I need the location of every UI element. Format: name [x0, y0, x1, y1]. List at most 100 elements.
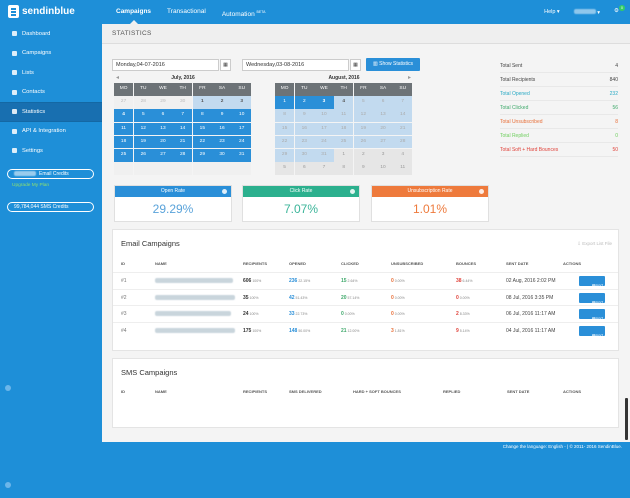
calendar-day[interactable]: 22	[275, 135, 295, 149]
calendar-day[interactable]: 12	[133, 122, 153, 136]
calendar-day[interactable]: 20	[373, 122, 393, 136]
sms-credits-badge[interactable]: 99,784,044 SMS Credits	[7, 201, 94, 212]
help-menu[interactable]: Help ▾	[544, 9, 560, 15]
campaign-name-redacted[interactable]	[155, 327, 235, 333]
calendar-day[interactable]: 7	[314, 162, 334, 175]
calendar-day[interactable]: 18	[334, 122, 354, 136]
collapse-toggle-icon[interactable]	[5, 385, 11, 391]
calendar-day[interactable]: 31	[232, 148, 252, 162]
calendar-day[interactable]: 14	[173, 122, 193, 136]
calendar-day[interactable]	[192, 162, 212, 175]
calendar-day[interactable]: 6	[373, 96, 393, 109]
nav-campaigns[interactable]: Campaigns	[116, 0, 151, 24]
calendar-day[interactable]: 23	[212, 135, 232, 149]
calendar-day[interactable]: 6	[153, 109, 173, 123]
nav-automation[interactable]: Automation BETA	[222, 0, 266, 24]
calendar-day[interactable]: 24	[314, 135, 334, 149]
calendar-day[interactable]: 30	[294, 148, 314, 162]
calendar-day[interactable]: 11	[334, 109, 354, 123]
calendar-day[interactable]: 13	[373, 109, 393, 123]
calendar-day[interactable]: 17	[314, 122, 334, 136]
calendar-day[interactable]: 7	[173, 109, 193, 123]
scrollbar[interactable]	[625, 398, 628, 440]
show-statistics-button[interactable]: ▥ Show Statistics	[366, 58, 420, 71]
calendar-day[interactable]	[114, 162, 134, 175]
calendar-day[interactable]: 28	[173, 148, 193, 162]
calendar-day[interactable]: 30	[173, 96, 193, 109]
calendar-day[interactable]: 21	[173, 135, 193, 149]
calendar-day[interactable]: 20	[153, 135, 173, 149]
info-icon[interactable]	[222, 189, 227, 194]
calendar-day[interactable]: 4	[393, 148, 413, 162]
start-date-input[interactable]: Monday,04-07-2016	[112, 59, 219, 71]
collapse-toggle-icon[interactable]	[5, 482, 11, 488]
calendar-day[interactable]: 9	[212, 109, 232, 123]
brand-logo[interactable]: sendinblue	[8, 5, 75, 18]
calendar-day[interactable]: 11	[114, 122, 134, 136]
calendar-day[interactable]: 19	[353, 122, 373, 136]
nav-transactional[interactable]: Transactional	[167, 8, 206, 15]
calendar-day[interactable]: 2	[353, 148, 373, 162]
calendar-day[interactable]: 11	[393, 162, 413, 175]
prev-month-icon[interactable]: ◂	[116, 75, 120, 81]
calendar-day[interactable]	[173, 162, 193, 175]
sidebar-item-settings[interactable]: Settings	[0, 141, 102, 161]
calendar-day[interactable]: 28	[133, 96, 153, 109]
calendar-day[interactable]: 1	[334, 148, 354, 162]
calendar-day[interactable]: 26	[353, 135, 373, 149]
calendar-day[interactable]	[232, 162, 252, 175]
calendar-day[interactable]: 9	[353, 162, 373, 175]
sidebar-item-api[interactable]: API & Integration	[0, 122, 102, 142]
calendar-day[interactable]: 8	[192, 109, 212, 123]
calendar-day[interactable]: 3	[373, 148, 393, 162]
sidebar-item-campaigns[interactable]: Campaigns	[0, 44, 102, 64]
calendar-day[interactable]: 2	[212, 96, 232, 109]
email-credits-badge[interactable]: Email Credits	[7, 168, 94, 179]
calendar-day[interactable]: 1	[192, 96, 212, 109]
calendar-day[interactable]: 25	[334, 135, 354, 149]
calendar-day[interactable]: 2	[294, 96, 314, 109]
calendar-day[interactable]: 4	[114, 109, 134, 123]
calendar-day[interactable]: 31	[314, 148, 334, 162]
calendar-day[interactable]: 12	[353, 109, 373, 123]
info-icon[interactable]	[479, 189, 484, 194]
calendar-day[interactable]: 8	[275, 109, 295, 123]
sidebar-item-dashboard[interactable]: Dashboard	[0, 24, 102, 44]
calendar-day[interactable]: 29	[153, 96, 173, 109]
calendar-day[interactable]: 15	[275, 122, 295, 136]
calendar-day[interactable]: 19	[133, 135, 153, 149]
calendar-day[interactable]: 18	[114, 135, 134, 149]
calendar-day[interactable]: 21	[393, 122, 413, 136]
calendar-day[interactable]: 6	[294, 162, 314, 175]
calendar-day[interactable]: 3	[314, 96, 334, 109]
calendar-day[interactable]: 14	[393, 109, 413, 123]
next-month-icon[interactable]: ▸	[407, 75, 411, 81]
calendar-day[interactable]: 3	[232, 96, 252, 109]
campaign-name-redacted[interactable]	[155, 278, 233, 283]
calendar-day[interactable]: 9	[294, 109, 314, 123]
info-icon[interactable]	[350, 189, 355, 194]
calendar-day[interactable]: 29	[192, 148, 212, 162]
calendar-day[interactable]: 26	[133, 148, 153, 162]
calendar-day[interactable]: 23	[294, 135, 314, 149]
calendar-day[interactable]: 5	[133, 109, 153, 123]
notifications-icon[interactable]: ⚙ 0	[614, 5, 625, 16]
calendar-day[interactable]: 1	[275, 96, 295, 109]
upgrade-plan-link[interactable]: Upgrade My Plan	[12, 182, 50, 188]
calendar-icon[interactable]: ▦	[220, 59, 231, 71]
account-menu[interactable]: ▾	[573, 8, 600, 16]
calendar-day[interactable]: 13	[153, 122, 173, 136]
calendar-day[interactable]: 28	[393, 135, 413, 149]
calendar-day[interactable]: 27	[114, 96, 134, 109]
calendar-day[interactable]: 10	[232, 109, 252, 123]
campaign-name-redacted[interactable]	[155, 311, 231, 316]
sidebar-item-contacts[interactable]: Contacts	[0, 83, 102, 103]
report-button[interactable]: ▥ report	[579, 325, 605, 338]
calendar-day[interactable]: 7	[393, 96, 413, 109]
calendar-icon[interactable]: ▦	[350, 59, 361, 71]
calendar-day[interactable]: 24	[232, 135, 252, 149]
calendar-day[interactable]: 17	[232, 122, 252, 136]
end-date-input[interactable]: Wednesday,03-08-2016	[242, 59, 349, 71]
calendar-day[interactable]: 22	[192, 135, 212, 149]
calendar-day[interactable]: 10	[314, 109, 334, 123]
